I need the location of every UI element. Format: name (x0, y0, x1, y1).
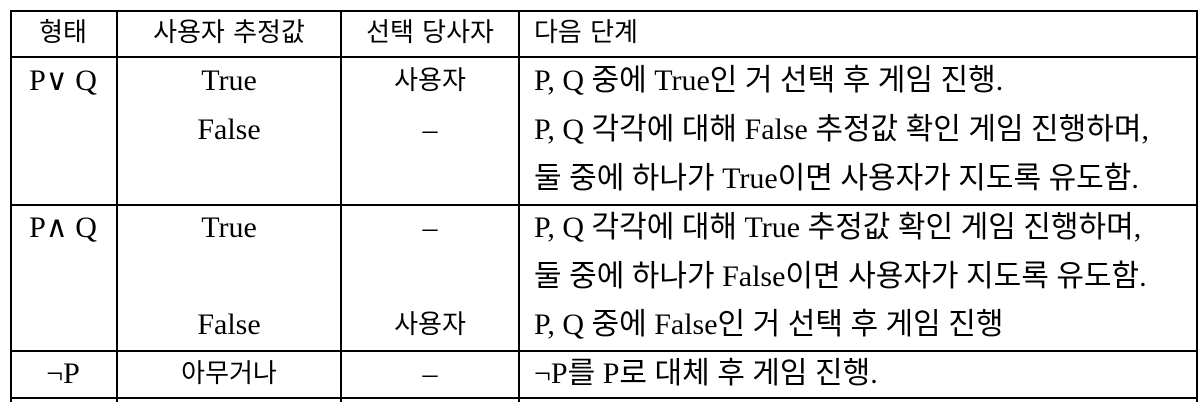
rules-table: 형태 사용자 추정값 선택 당사자 다음 단계 P∨ Q True 사용자 P,… (10, 10, 1198, 404)
next-step-line: 둘 중에 하나가 True이면 사용자가 지도록 유도함. (534, 162, 1139, 195)
header-chooser: 선택 당사자 (366, 18, 494, 48)
header-bottom-rule (10, 56, 1198, 58)
header-user-guess: 사용자 추정값 (153, 18, 305, 48)
guess-cell: 아무거나 (181, 359, 277, 389)
next-step-line: P, Q 중에 False인 거 선택 후 게임 진행 (534, 308, 1004, 341)
next-step-line: P, Q 중에 True인 거 선택 후 게임 진행. (534, 64, 1004, 97)
column-divider (116, 10, 118, 402)
column-divider (518, 10, 520, 402)
chooser-cell: – (422, 357, 438, 390)
chooser-cell: 사용자 (394, 66, 466, 96)
guess-cell: False (197, 308, 261, 341)
guess-cell: False (197, 113, 261, 146)
header-next-step: 다음 단계 (534, 18, 638, 48)
next-step-line: P, Q 각각에 대해 True 추정값 확인 게임 진행하며, (534, 211, 1142, 244)
chooser-cell: – (422, 211, 438, 244)
column-divider (10, 10, 12, 402)
column-divider (340, 10, 342, 402)
form-cell: P∨ Q (29, 64, 97, 97)
row-separator (10, 350, 1198, 352)
form-cell: ¬P (46, 357, 80, 390)
guess-cell: True (201, 211, 257, 244)
table-bottom-rule (10, 397, 1198, 399)
next-step-line: 둘 중에 하나가 False이면 사용자가 지도록 유도함. (534, 260, 1147, 293)
header-form: 형태 (39, 18, 87, 48)
form-cell: P∧ Q (29, 211, 97, 244)
chooser-cell: 사용자 (394, 310, 466, 340)
next-step-line: P, Q 각각에 대해 False 추정값 확인 게임 진행하며, (534, 113, 1149, 146)
next-step-line: ¬P를 P로 대체 후 게임 진행. (534, 357, 878, 390)
column-divider (1196, 10, 1198, 402)
chooser-cell: – (422, 113, 438, 146)
guess-cell: True (201, 64, 257, 97)
table-top-rule (10, 10, 1198, 12)
row-separator (10, 204, 1198, 206)
